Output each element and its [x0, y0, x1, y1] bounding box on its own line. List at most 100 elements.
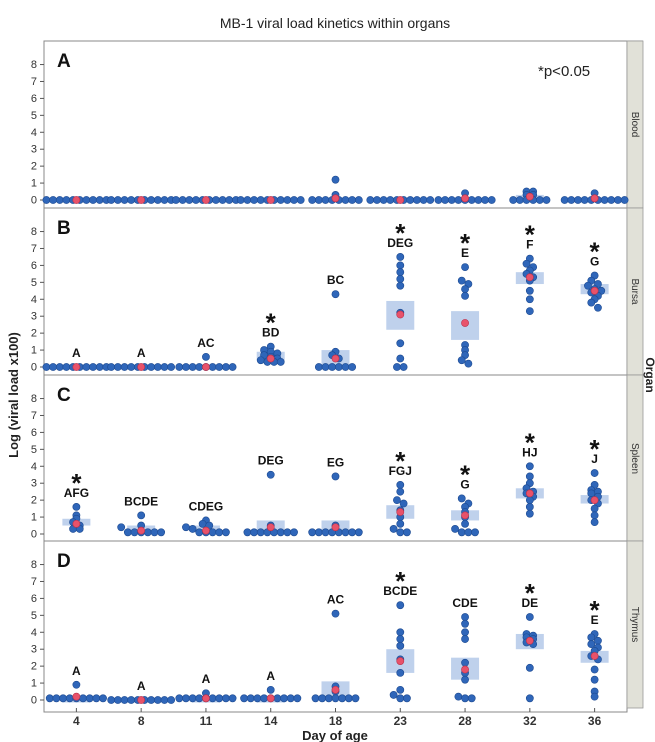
- data-point: [344, 694, 353, 703]
- data-point: [567, 196, 576, 204]
- data-point: [99, 694, 107, 703]
- data-point: [396, 354, 405, 363]
- median-marker: [396, 310, 405, 319]
- data-point: [240, 694, 248, 703]
- x-tick-label: 23: [394, 714, 408, 728]
- data-point: [321, 528, 330, 537]
- y-tick-label: 3: [31, 478, 37, 490]
- group-day-23: [366, 196, 435, 204]
- data-point: [396, 528, 405, 537]
- group-letters: CDE: [452, 596, 477, 610]
- data-point: [276, 358, 285, 366]
- y-tick-label: 1: [31, 512, 37, 524]
- data-point: [243, 528, 252, 537]
- data-point: [95, 196, 104, 204]
- median-marker: [266, 354, 275, 363]
- significance-star: *: [460, 228, 471, 258]
- group-day-23: FGJ*: [386, 446, 415, 537]
- y-tick-label: 1: [31, 345, 37, 357]
- significance-star: *: [525, 220, 536, 250]
- data-point: [55, 196, 64, 204]
- data-point: [334, 363, 343, 371]
- data-point: [396, 519, 405, 528]
- data-point: [150, 528, 159, 537]
- group-day-32: DE*: [515, 578, 544, 703]
- y-tick-label: 4: [31, 127, 37, 139]
- data-point: [354, 196, 363, 204]
- data-point: [113, 196, 122, 204]
- data-point: [594, 303, 602, 312]
- data-point: [396, 635, 405, 643]
- data-point: [222, 694, 230, 703]
- data-point: [79, 694, 87, 703]
- median-marker: [396, 508, 405, 516]
- data-point: [113, 696, 122, 704]
- data-point: [525, 503, 534, 511]
- group-letters: E: [461, 246, 469, 260]
- data-point: [324, 694, 333, 703]
- y-tick-label: 7: [31, 243, 37, 255]
- chart-title: MB-1 viral load kinetics within organs: [220, 15, 450, 31]
- data-point: [243, 196, 252, 204]
- data-point: [188, 525, 197, 533]
- data-point: [62, 196, 71, 204]
- data-point: [396, 487, 405, 496]
- data-point: [331, 290, 340, 299]
- data-point: [525, 509, 534, 518]
- data-point: [461, 635, 469, 643]
- data-point: [280, 694, 288, 703]
- data-point: [175, 694, 184, 703]
- data-point: [396, 669, 405, 677]
- data-point: [461, 291, 469, 300]
- data-point: [283, 528, 292, 537]
- group-day-36: E*: [580, 595, 609, 701]
- data-point: [525, 613, 534, 621]
- median-marker: [461, 319, 469, 327]
- data-point: [153, 363, 162, 371]
- data-point: [389, 691, 398, 699]
- data-point: [256, 528, 265, 537]
- data-point: [560, 196, 569, 204]
- group-day-11: [172, 196, 240, 204]
- data-point: [396, 628, 405, 637]
- y-tick-label: 3: [31, 144, 37, 156]
- data-point: [396, 641, 405, 650]
- data-point: [52, 694, 61, 703]
- data-point: [72, 680, 81, 689]
- data-point: [256, 196, 265, 204]
- group-day-28: E*: [451, 228, 480, 368]
- data-point: [266, 470, 275, 479]
- right-axis-label: Organ: [643, 357, 655, 392]
- data-point: [509, 196, 518, 204]
- median-marker: [331, 354, 340, 363]
- data-point: [396, 275, 405, 283]
- group-day-28: G*: [451, 459, 480, 537]
- group-letters: A: [202, 672, 211, 686]
- median-marker: [266, 196, 275, 204]
- data-point: [474, 196, 483, 204]
- data-point: [160, 196, 169, 204]
- data-point: [396, 480, 405, 489]
- x-tick-label: 8: [138, 714, 145, 728]
- significance-star: *: [525, 578, 536, 608]
- data-point: [283, 196, 292, 204]
- data-point: [276, 528, 285, 537]
- data-point: [167, 696, 176, 704]
- x-tick-label: 14: [264, 714, 278, 728]
- organ-label: Spleen: [629, 443, 640, 474]
- data-point: [594, 636, 602, 645]
- data-point: [314, 363, 323, 371]
- data-point: [182, 363, 190, 371]
- data-point: [348, 528, 357, 537]
- data-point: [348, 363, 357, 371]
- data-point: [175, 363, 184, 371]
- data-point: [525, 496, 534, 505]
- data-point: [250, 528, 258, 537]
- data-point: [338, 694, 347, 703]
- data-point: [461, 628, 469, 637]
- data-point: [580, 196, 589, 204]
- median-marker: [590, 652, 599, 660]
- data-point: [208, 528, 217, 537]
- significance-star: *: [395, 446, 406, 476]
- data-point: [396, 253, 405, 261]
